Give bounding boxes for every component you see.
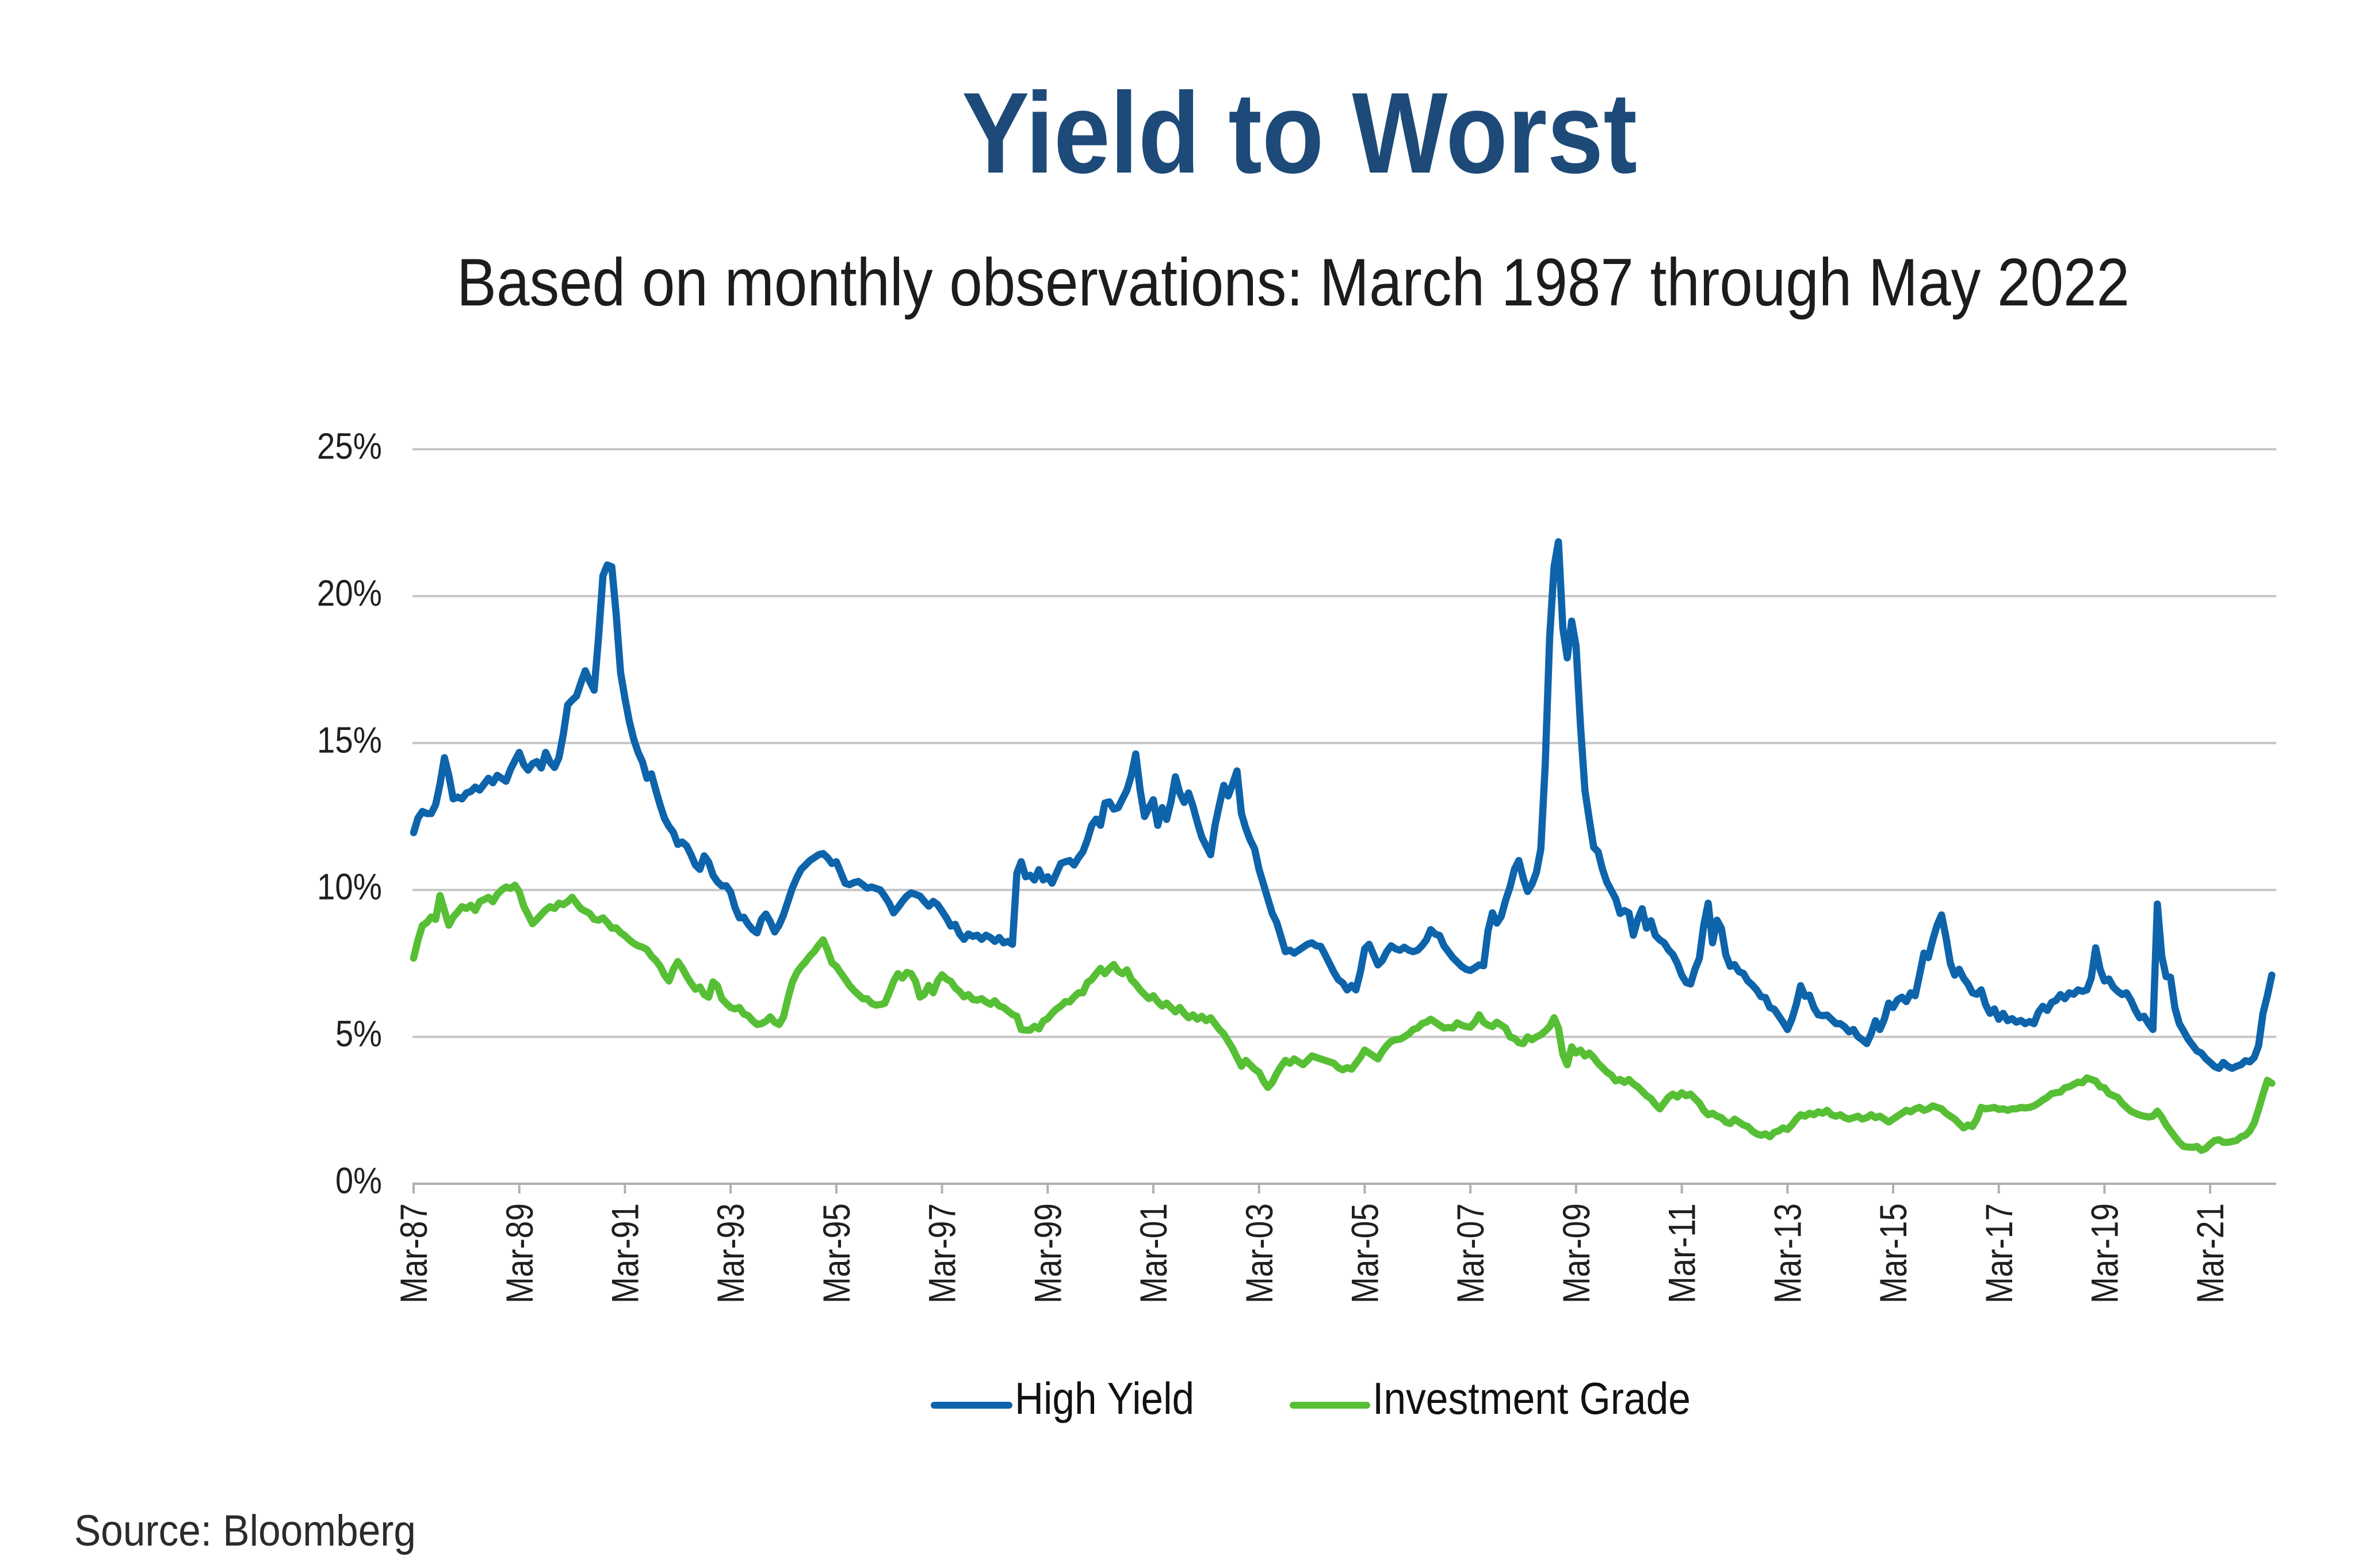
svg-text:Mar-15: Mar-15 (1872, 1203, 1914, 1303)
svg-text:Mar-03: Mar-03 (1238, 1203, 1280, 1303)
svg-text:Mar-17: Mar-17 (1978, 1203, 2020, 1303)
svg-text:20%: 20% (317, 572, 382, 614)
svg-text:High Yield: High Yield (1015, 1373, 1194, 1424)
svg-text:Based on monthly observations:: Based on monthly observations: March 198… (457, 244, 2130, 320)
svg-text:Mar-07: Mar-07 (1449, 1203, 1492, 1303)
svg-text:Mar-13: Mar-13 (1766, 1203, 1809, 1303)
svg-text:Mar-89: Mar-89 (498, 1203, 541, 1303)
svg-text:0%: 0% (335, 1160, 382, 1202)
svg-text:Mar-91: Mar-91 (604, 1203, 647, 1303)
svg-text:Mar-01: Mar-01 (1132, 1203, 1175, 1303)
svg-text:25%: 25% (317, 426, 382, 467)
svg-text:Mar-21: Mar-21 (2189, 1203, 2231, 1303)
svg-text:5%: 5% (335, 1013, 382, 1054)
svg-text:15%: 15% (317, 719, 382, 760)
svg-text:Yield to Worst: Yield to Worst (962, 69, 1637, 197)
svg-text:Mar-05: Mar-05 (1344, 1203, 1386, 1303)
svg-text:Investment Grade: Investment Grade (1373, 1373, 1691, 1424)
svg-text:Mar-97: Mar-97 (921, 1203, 964, 1303)
svg-text:Mar-11: Mar-11 (1661, 1203, 1703, 1303)
svg-text:Mar-09: Mar-09 (1555, 1203, 1597, 1303)
svg-text:Mar-93: Mar-93 (709, 1203, 752, 1303)
svg-text:Mar-99: Mar-99 (1026, 1203, 1069, 1303)
svg-text:Mar-87: Mar-87 (392, 1203, 435, 1303)
svg-text:10%: 10% (317, 866, 382, 908)
svg-text:Mar-95: Mar-95 (815, 1203, 858, 1303)
svg-text:Source: Bloomberg: Source: Bloomberg (74, 1506, 416, 1555)
svg-text:Mar-19: Mar-19 (2084, 1203, 2126, 1303)
